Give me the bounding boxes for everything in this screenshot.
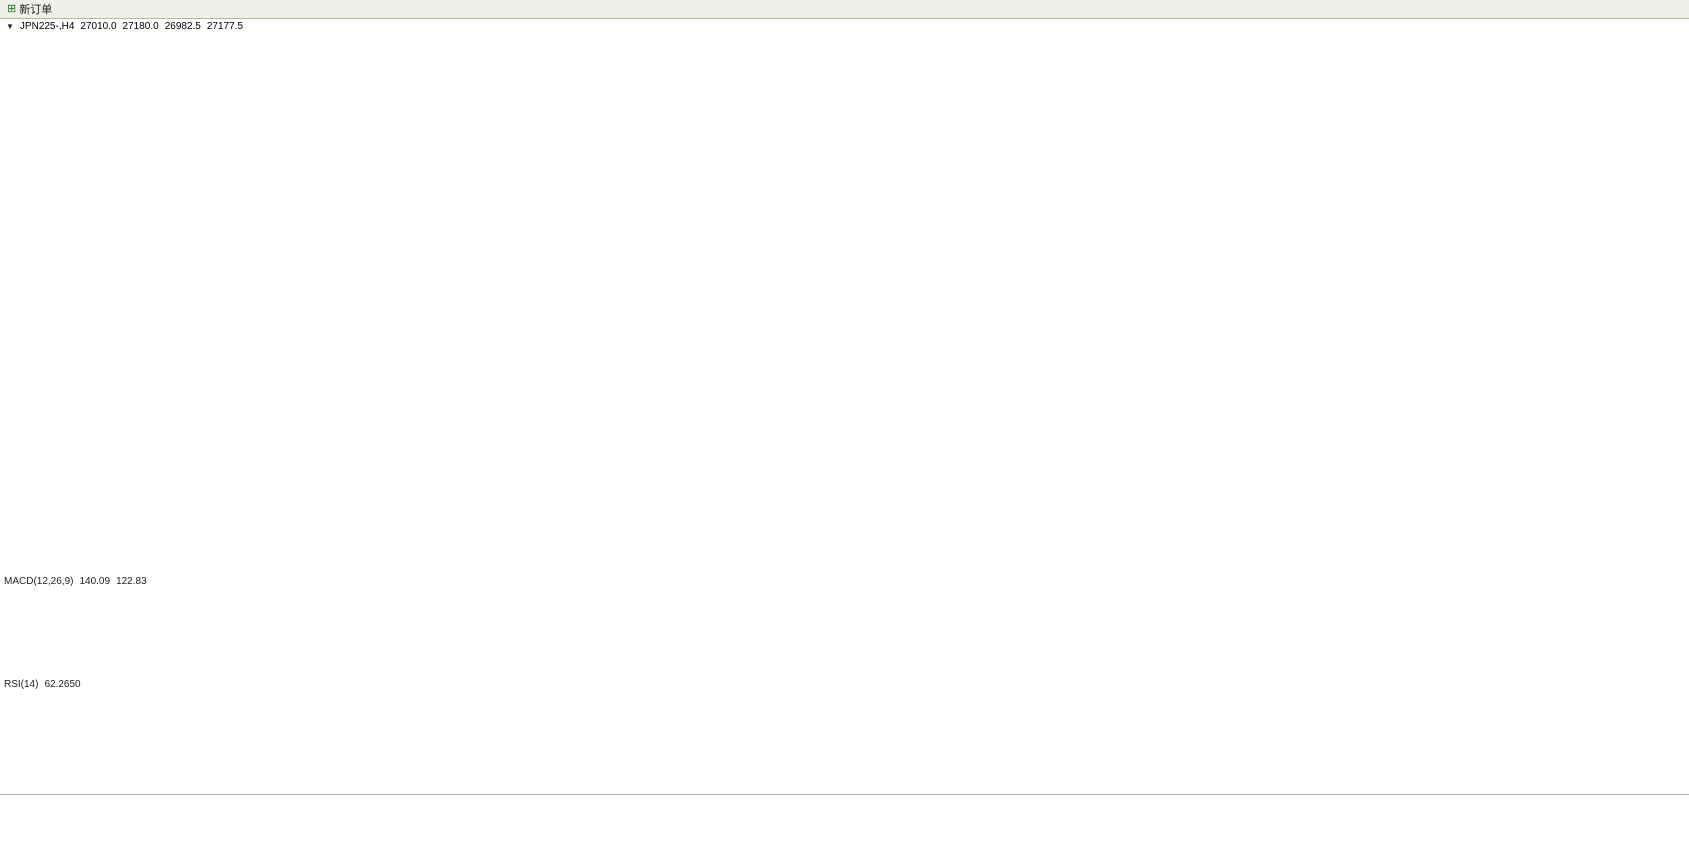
new-order-button[interactable]: ⊞ 新订单	[4, 0, 55, 18]
chart-ohlc-header: ▼ JPN225-,H4 27010.0 27180.0 26982.5 271…	[6, 21, 243, 32]
ohlc-close: 27177.5	[206, 21, 244, 32]
rsi-label: RSI(14) 62.2650	[4, 679, 81, 690]
ohlc-high: 27180.0	[122, 21, 159, 32]
bottom-accent-bar	[0, 845, 1689, 857]
macd-signal-value: 122.83	[116, 576, 147, 587]
toolbar: ⊞ 新订单	[0, 0, 1689, 19]
rsi-name: RSI(14)	[4, 679, 39, 690]
ohlc-open: 27010.0	[80, 21, 117, 32]
rsi-value: 62.2650	[44, 679, 81, 690]
macd-label: MACD(12,26,9) 140.09 122.83	[4, 576, 147, 587]
symbol-dropdown-icon[interactable]: ▼	[6, 22, 14, 31]
macd-pane[interactable]	[0, 574, 1689, 677]
ohlc-low: 26982.5	[164, 21, 201, 32]
macd-name: MACD(12,26,9)	[4, 576, 74, 587]
new-order-icon: ⊞	[7, 2, 17, 15]
macd-main-value: 140.09	[79, 576, 111, 587]
price-chart[interactable]	[0, 20, 1689, 574]
time-axis[interactable]	[0, 777, 1689, 795]
new-order-label: 新订单	[19, 4, 53, 16]
rsi-pane[interactable]	[0, 677, 1689, 777]
symbol-period: JPN225-,H4	[19, 21, 75, 32]
